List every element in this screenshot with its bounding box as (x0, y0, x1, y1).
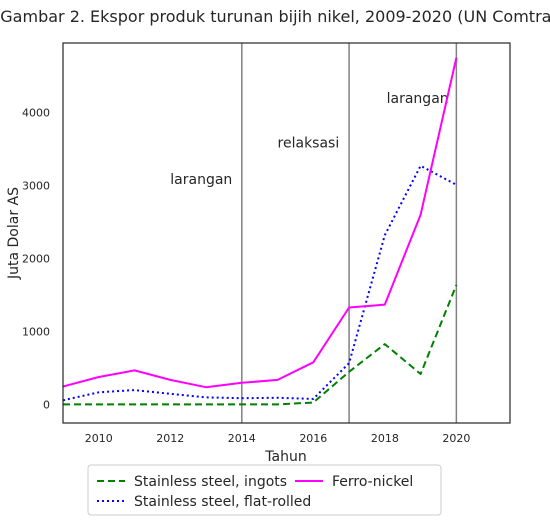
legend-label-1: Stainless steel, flat-rolled (134, 494, 311, 510)
legend-box (87, 464, 442, 516)
plot-frame (62, 42, 511, 424)
plot-area: larangan relaksasi larangan 2010 2012 2014 201… (22, 42, 511, 445)
y-tick-label-4000: 4000 (22, 106, 50, 119)
y-axis-label: Juta Dolar AS (6, 187, 22, 280)
legend: Stainless steel, ingots Stainless steel, … (87, 464, 442, 516)
y-tick-label-2000: 2000 (22, 253, 50, 266)
annotation-2: larangan (387, 91, 449, 107)
annotation-0: larangan (170, 172, 232, 188)
y-tick-label-3000: 3000 (22, 180, 50, 193)
x-tick-label-2014: 2014 (228, 432, 256, 445)
series-line-1 (63, 164, 457, 402)
x-tick-label-2016: 2016 (299, 432, 327, 445)
series-line-0 (63, 284, 458, 406)
x-tick-label-2018: 2018 (371, 432, 399, 445)
y-tick-label-1000: 1000 (22, 326, 50, 339)
x-axis-label: Tahun (264, 449, 306, 465)
series-line-2 (63, 57, 458, 389)
x-tick-label-2012: 2012 (156, 432, 184, 445)
y-tick-label-0: 0 (43, 399, 50, 412)
chart-title: Gambar 2. Ekspor produk turunan bijih ni… (0, 7, 550, 26)
legend-label-0: Stainless steel, ingots (134, 474, 287, 490)
legend-label-2: Ferro-nickel (332, 474, 413, 490)
x-tick-label-2010: 2010 (85, 432, 113, 445)
x-tick-label-2020: 2020 (442, 432, 470, 445)
annotation-1: relaksasi (278, 136, 340, 152)
